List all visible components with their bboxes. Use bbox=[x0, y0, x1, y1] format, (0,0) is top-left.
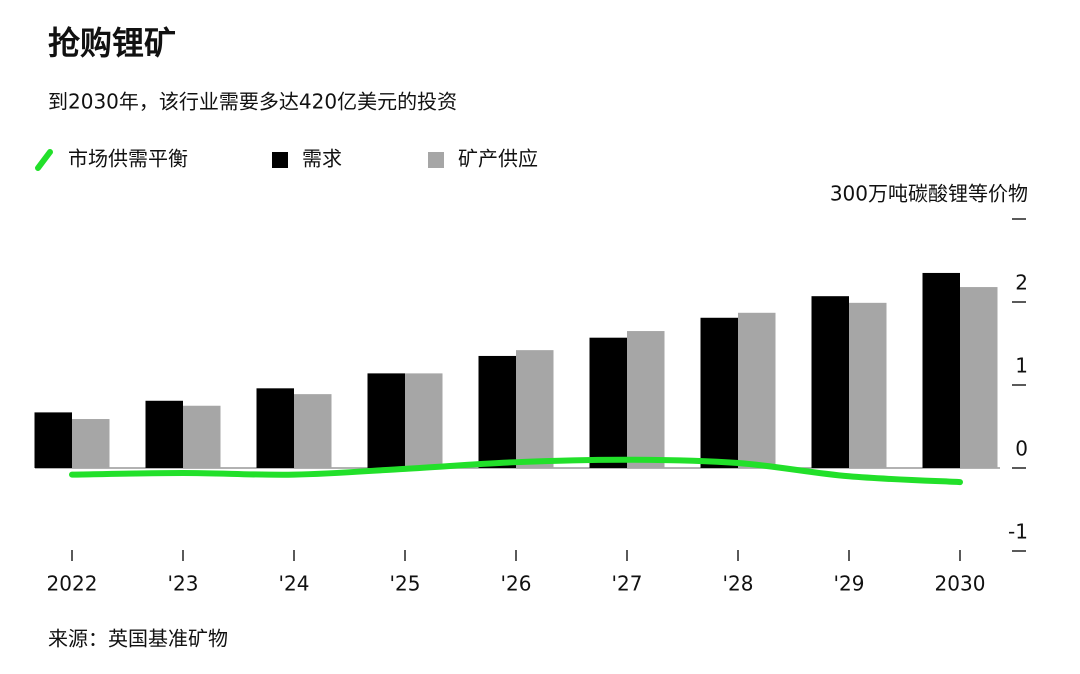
chart-subtitle: 到2030年，该行业需要多达420亿美元的投资 bbox=[48, 90, 457, 114]
y-tick-label: 300万吨碳酸锂等价物 bbox=[830, 182, 1028, 206]
chart-title: 抢购锂矿 bbox=[48, 24, 176, 62]
bar bbox=[811, 296, 849, 468]
y-tick-label: 1 bbox=[1015, 354, 1028, 378]
bar bbox=[589, 337, 627, 468]
bar bbox=[700, 317, 738, 468]
bar bbox=[34, 412, 72, 468]
bar bbox=[405, 373, 443, 468]
x-tick-label: 2022 bbox=[47, 572, 98, 596]
bar bbox=[145, 400, 183, 468]
bar bbox=[516, 350, 554, 468]
source: 来源：英国基准矿物 bbox=[48, 627, 228, 651]
y-tick-label: 2 bbox=[1015, 271, 1028, 295]
legend-swatch bbox=[428, 152, 444, 168]
bar bbox=[849, 302, 887, 468]
x-tick-label: '27 bbox=[612, 572, 643, 596]
legend-swatch bbox=[35, 149, 53, 171]
x-tick-label: '25 bbox=[390, 572, 421, 596]
bar bbox=[478, 355, 516, 468]
y-tick-label: -1 bbox=[1008, 520, 1028, 544]
x-tick-label: '29 bbox=[834, 572, 865, 596]
bar bbox=[367, 373, 405, 468]
y-tick-label: 0 bbox=[1015, 437, 1028, 461]
legend-swatch bbox=[272, 152, 288, 168]
x-tick-label: '23 bbox=[168, 572, 199, 596]
bar bbox=[627, 331, 665, 468]
bar bbox=[183, 405, 221, 468]
legend-label: 矿产供应 bbox=[458, 147, 538, 171]
bar bbox=[960, 287, 998, 468]
legend-label: 需求 bbox=[302, 147, 342, 171]
bar bbox=[738, 312, 776, 468]
x-tick-label: '26 bbox=[501, 572, 532, 596]
bar bbox=[922, 272, 960, 468]
x-tick-label: '28 bbox=[723, 572, 754, 596]
x-tick-label: '24 bbox=[279, 572, 310, 596]
bar bbox=[294, 394, 332, 468]
x-tick-label: 2030 bbox=[935, 572, 986, 596]
bar bbox=[72, 419, 110, 468]
legend-label: 市场供需平衡 bbox=[68, 147, 188, 171]
balance-line bbox=[69, 456, 963, 486]
bar bbox=[256, 388, 294, 468]
